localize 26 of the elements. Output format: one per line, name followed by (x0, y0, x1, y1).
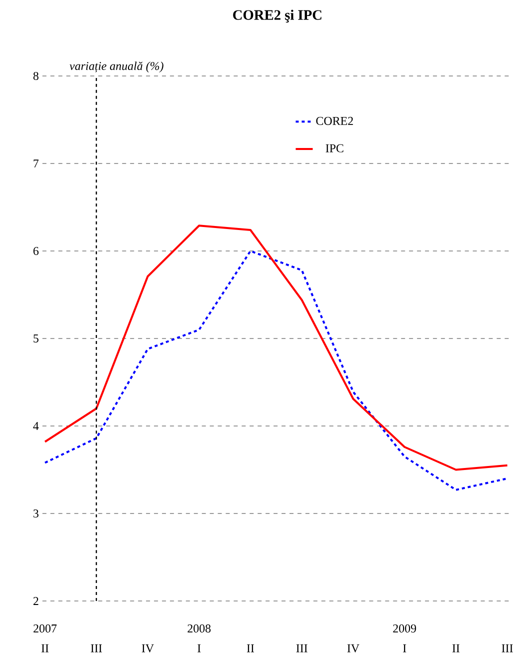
x-tick-label: IV (142, 644, 154, 652)
y-tick-label: 6 (33, 246, 39, 255)
x-tick-label: I (403, 644, 406, 652)
line-series (44, 224, 508, 471)
text: 2008 (188, 624, 211, 632)
x-tick-label: III (90, 644, 102, 652)
text: 2009 (393, 624, 416, 632)
x-tick-label: I (198, 644, 201, 652)
text: 2007 (34, 624, 57, 632)
line-series (44, 250, 508, 491)
x-tick-label: II (41, 644, 49, 652)
legend-label: IPC (326, 144, 344, 152)
x-tick-label: III (502, 644, 513, 652)
x-tick-label: II (246, 644, 254, 652)
y-tick-label: 8 (33, 72, 38, 80)
y-axis-title: variație anuală (%) (70, 62, 164, 72)
x-tick-label: III (296, 644, 308, 652)
x-tick-label: II (452, 644, 460, 652)
legend-label: CORE2 (316, 116, 353, 125)
y-tick-label: 3 (34, 509, 38, 518)
y-tick-label: 7 (34, 160, 39, 168)
chart-title: CORE2 şi IPC (233, 10, 322, 23)
y-tick-label: 4 (33, 422, 39, 430)
y-tick-label: 5 (34, 334, 38, 342)
x-tick-label: IV (347, 644, 360, 652)
y-tick-label: 2 (33, 597, 38, 605)
